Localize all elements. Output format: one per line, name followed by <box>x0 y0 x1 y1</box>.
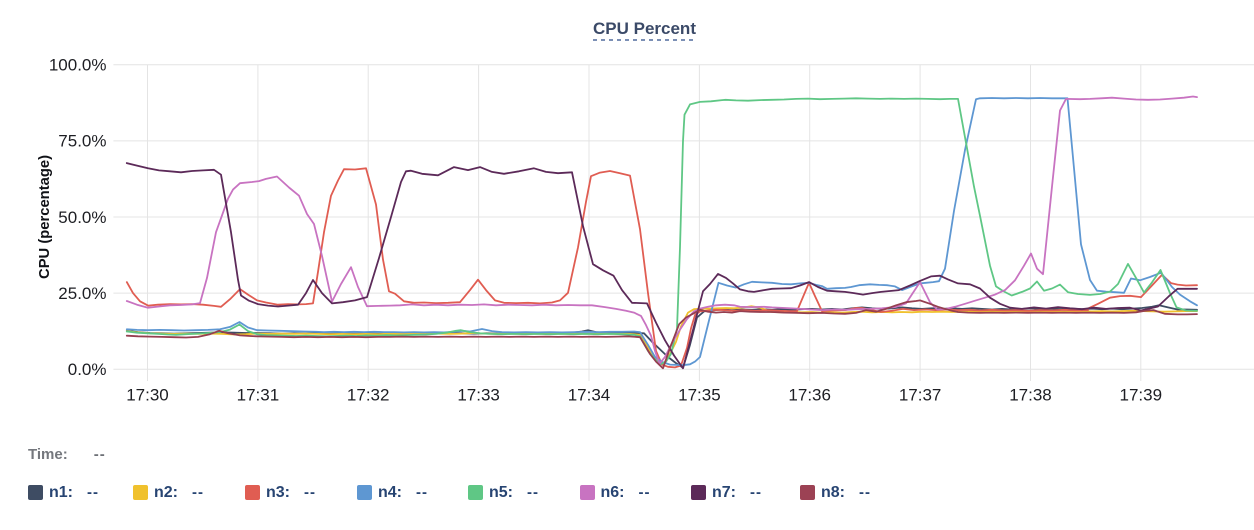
svg-text:17:32: 17:32 <box>347 386 390 405</box>
svg-text:50.0%: 50.0% <box>58 208 106 227</box>
svg-text:0.0%: 0.0% <box>68 360 107 379</box>
svg-text:17:36: 17:36 <box>788 386 831 405</box>
svg-text:17:39: 17:39 <box>1120 386 1163 405</box>
svg-text:17:35: 17:35 <box>678 386 721 405</box>
svg-text:17:38: 17:38 <box>1009 386 1052 405</box>
svg-text:17:34: 17:34 <box>568 386 611 405</box>
svg-text:CPU (percentage): CPU (percentage) <box>37 155 53 279</box>
svg-text:17:31: 17:31 <box>237 386 280 405</box>
svg-text:75.0%: 75.0% <box>58 132 106 151</box>
svg-text:100.0%: 100.0% <box>49 56 107 75</box>
svg-text:25.0%: 25.0% <box>58 284 106 303</box>
svg-text:17:37: 17:37 <box>899 386 942 405</box>
svg-text:17:33: 17:33 <box>457 386 500 405</box>
svg-text:17:30: 17:30 <box>126 386 169 405</box>
